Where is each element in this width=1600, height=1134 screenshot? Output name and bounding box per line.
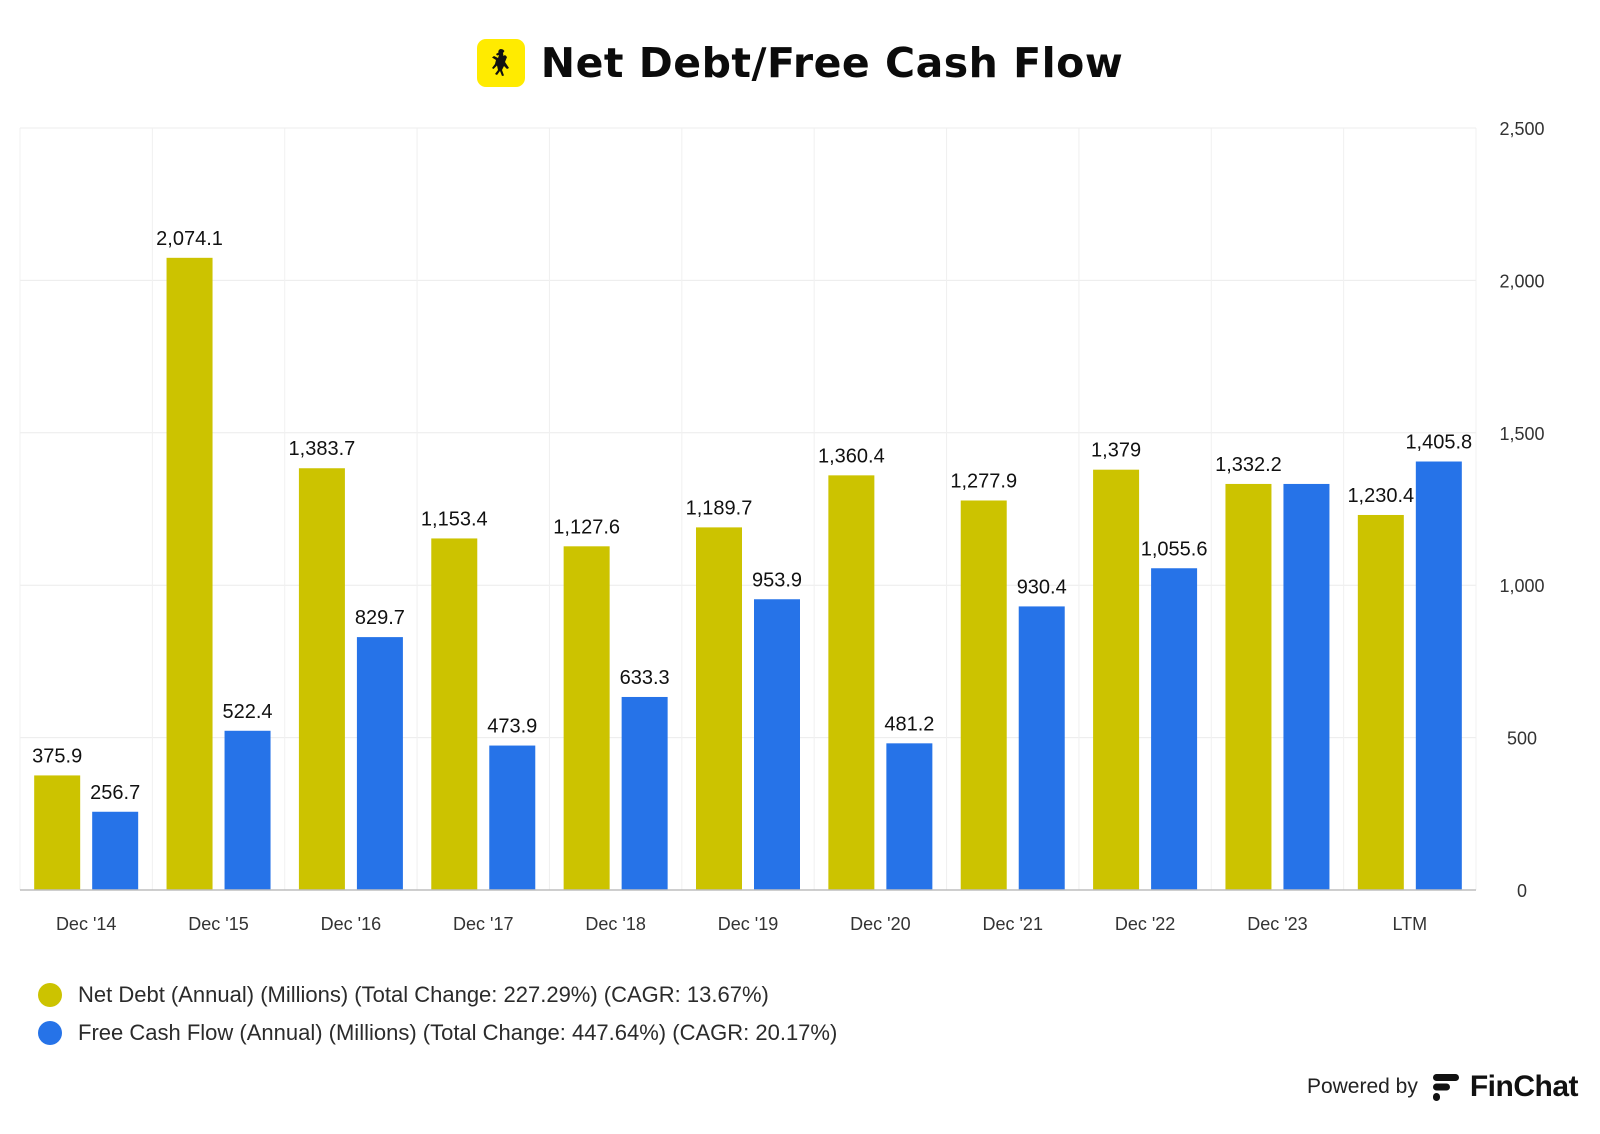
legend-item-net-debt[interactable]: Net Debt (Annual) (Millions) (Total Chan… [38,976,837,1014]
data-label-net-debt: 1,127.6 [553,516,620,538]
bar-free-cash-flow [489,745,536,890]
data-label-net-debt: 1,230.4 [1347,485,1414,507]
bar-free-cash-flow [1283,483,1330,890]
data-label-free-cash-flow: 953.9 [752,569,802,591]
bar-net-debt [563,546,610,890]
data-label-net-debt: 1,332.2 [1215,454,1282,476]
prancing-horse-icon [491,49,509,76]
x-tick-label: Dec '21 [982,914,1042,934]
x-tick-label: Dec '22 [1115,914,1175,934]
finchat-logo-icon [1432,1074,1459,1101]
bar-net-debt [1093,469,1140,890]
y-tick-label: 0 [1517,881,1527,901]
legend: Net Debt (Annual) (Millions) (Total Chan… [38,976,837,1052]
legend-swatch-net-debt [38,983,62,1007]
x-tick-label: Dec '14 [56,914,116,934]
y-tick-label: 500 [1507,729,1537,749]
bar-net-debt [298,468,345,890]
bar-net-debt [1225,483,1272,890]
bar-free-cash-flow [356,637,403,890]
y-tick-label: 2,000 [1499,271,1544,291]
data-label-net-debt: 1,189.7 [686,497,753,519]
x-tick-label: Dec '17 [453,914,513,934]
powered-by-label: Powered by [1306,1075,1418,1098]
data-label-net-debt: 1,360.4 [818,445,885,467]
x-tick-label: Dec '18 [585,914,645,934]
bar-net-debt [166,257,213,890]
x-tick-label: Dec '19 [718,914,778,934]
bar-net-debt [1357,514,1404,890]
finchat-brand: FinChat [1469,1070,1579,1103]
y-tick-label: 1,000 [1499,576,1544,596]
y-tick-label: 1,500 [1499,424,1544,444]
data-label-free-cash-flow: 930.4 [1017,576,1067,598]
data-label-free-cash-flow: 473.9 [487,716,537,738]
bar-net-debt [34,775,81,890]
x-tick-label: Dec '20 [850,914,910,934]
y-tick-label: 2,500 [1499,119,1544,139]
data-label-free-cash-flow: 256.7 [90,782,140,804]
bar-free-cash-flow [224,730,271,890]
legend-swatch-free-cash-flow [38,1021,62,1045]
x-tick-label: LTM [1392,914,1427,934]
data-label-net-debt: 1,153.4 [421,508,488,530]
bar-free-cash-flow [1018,606,1065,890]
data-label-free-cash-flow: 1,055.6 [1141,538,1208,560]
data-label-free-cash-flow: 829.7 [355,607,405,629]
data-label-net-debt: 2,074.1 [156,228,223,250]
data-label-net-debt: 375.9 [32,745,82,767]
ferrari-logo-icon [476,39,525,87]
legend-label-net-debt: Net Debt (Annual) (Millions) (Total Chan… [78,982,769,1007]
data-label-net-debt: 1,383.7 [289,438,356,460]
data-label-free-cash-flow: 522.4 [223,701,273,723]
bar-net-debt [696,527,742,890]
powered-by[interactable]: Powered by FinChat [1306,1070,1579,1104]
bar-net-debt [828,475,875,890]
data-label-net-debt: 1,277.9 [950,470,1017,492]
chart-header: Net Debt/Free Cash Flow [0,36,1600,90]
bar-free-cash-flow [621,696,668,890]
x-tick-label: Dec '15 [188,914,248,934]
x-tick-label: Dec '23 [1247,914,1307,934]
bar-free-cash-flow [886,743,933,890]
bar-free-cash-flow [754,599,800,890]
bar-net-debt [960,500,1007,890]
chart-title: Net Debt/Free Cash Flow [540,39,1124,87]
bar-chart: 0 500 1,000 1,500 2,000 2,500 375.9 2,074.1 1,38… [19,119,1545,934]
data-label-free-cash-flow: 633.3 [620,667,670,689]
bar-net-debt [431,538,478,890]
legend-label-free-cash-flow: Free Cash Flow (Annual) (Millions) (Tota… [78,1020,838,1045]
data-label-free-cash-flow: 481.2 [884,713,934,735]
bar-free-cash-flow [1151,568,1198,890]
x-tick-label: Dec '16 [321,914,381,934]
legend-item-free-cash-flow[interactable]: Free Cash Flow (Annual) (Millions) (Tota… [38,1014,837,1052]
bar-free-cash-flow [1415,461,1462,890]
data-label-free-cash-flow: 1,405.8 [1405,432,1472,454]
data-label-net-debt: 1,379 [1091,440,1141,462]
bar-free-cash-flow [92,811,139,890]
